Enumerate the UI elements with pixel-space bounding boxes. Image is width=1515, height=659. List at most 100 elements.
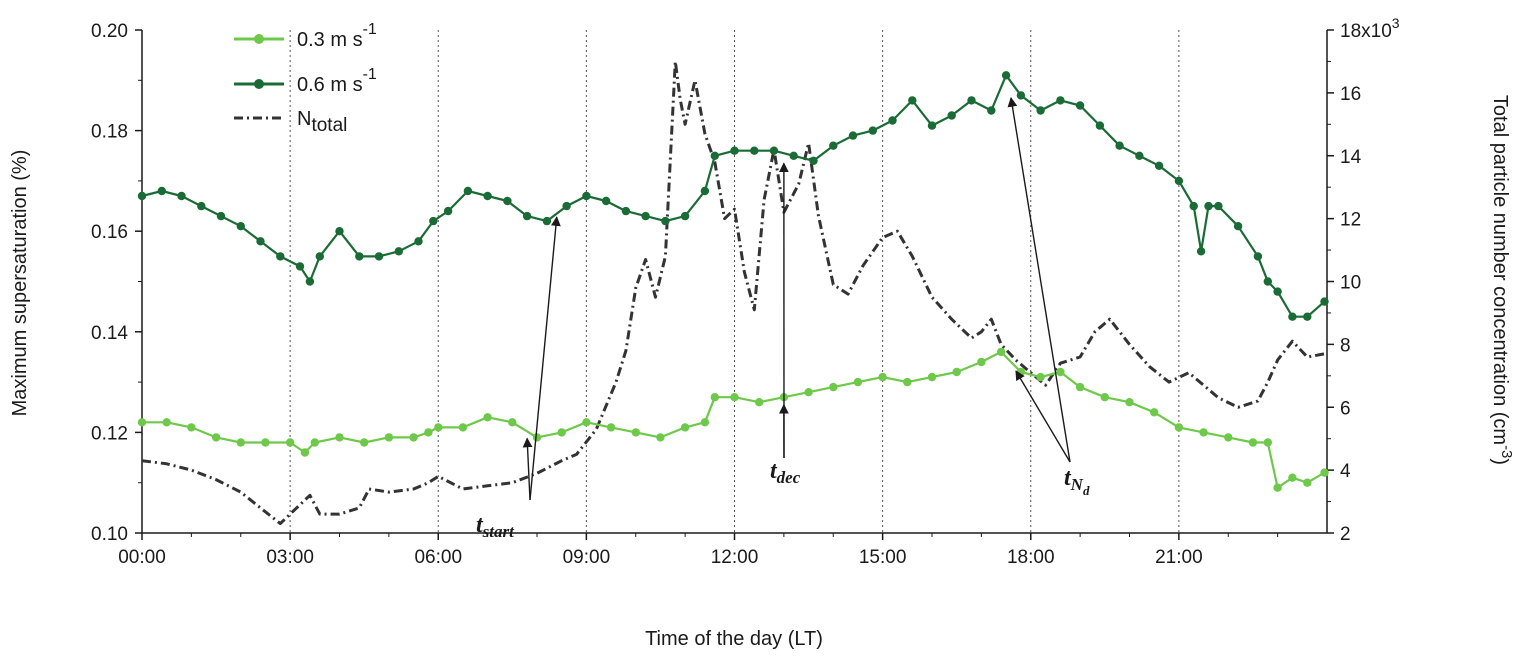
x-axis-label: Time of the day (LT) [645, 628, 823, 650]
series-0-3-point [804, 388, 813, 397]
series-0-6-point [789, 151, 798, 160]
series-0-3-point [1056, 367, 1065, 377]
series-0-6-point [295, 262, 305, 271]
series-0-6-point [582, 191, 591, 201]
y-right-tick-label: 10 [1340, 273, 1361, 294]
series-0-3-point [1224, 433, 1233, 442]
series-0-6-point [1189, 201, 1198, 211]
series-0-6-point [1016, 91, 1026, 100]
series-0-6-point [483, 191, 492, 201]
series-0-6-point [463, 186, 473, 196]
y-left-tick-label: 0.14 [91, 323, 128, 344]
series-0-3-point [557, 428, 566, 437]
series-0-3-line [142, 350, 1326, 489]
y-right-tick-label: 14 [1340, 147, 1362, 168]
series-0-6-point [414, 237, 423, 246]
series-0-3-point [335, 433, 344, 442]
series-0-3-point [162, 418, 171, 427]
y-right-tick-label: 12 [1340, 210, 1361, 231]
annotation-label: tdec [770, 458, 801, 487]
series-0-3-point [853, 377, 863, 387]
y-right-tick-label: 18x103 [1340, 15, 1400, 42]
y-right-tick-label: 4 [1340, 461, 1351, 482]
legend-label-ntotal-text: N [297, 108, 311, 130]
annotation-label-sub: start [482, 522, 515, 541]
x-tick-label: 21:00 [1155, 547, 1203, 568]
series-0-6-point [374, 252, 384, 261]
annotation-label: tstart [476, 512, 515, 541]
legend-marker-06 [254, 79, 264, 89]
y-right-tick-label: 2 [1340, 524, 1351, 545]
series-0-6-line [141, 74, 1326, 318]
series-0-3-point [952, 367, 961, 377]
y-right-tick-label-sup: 3 [1392, 15, 1400, 31]
series-0-6-point [888, 116, 897, 125]
series-0-6-point [305, 277, 315, 286]
series-0-3-point [1288, 473, 1297, 482]
series-0-6-point [197, 201, 206, 211]
annotation-label-sub: dec [777, 468, 801, 487]
series-0-3-point [300, 448, 310, 457]
series-0-6-point [1273, 287, 1282, 296]
series-0-6-point [443, 206, 453, 216]
series-0-3-point [1036, 372, 1045, 382]
series-0-6-point [1095, 121, 1105, 130]
series-0-3-point [384, 433, 394, 442]
y-right-axis-label-close: ) [1489, 458, 1511, 465]
y-right-axis-label-sup: -3 [1498, 445, 1515, 458]
x-tick-label: 15:00 [859, 547, 907, 568]
series-0-6-point [1036, 106, 1045, 115]
annotation-label: tNd [1064, 465, 1090, 498]
y-right-tick-label: 16 [1340, 84, 1361, 105]
series-0-6-point [503, 196, 512, 206]
series-0-3-point [1174, 423, 1184, 432]
series-0-3-point [236, 438, 245, 447]
annotation-label-main: t [476, 512, 484, 538]
series-0-6-point [216, 211, 226, 221]
legend: 0.3 m s-1 0.6 m s-1 Ntotal [234, 21, 377, 136]
y-left-tick-label: 0.12 [91, 423, 128, 444]
series-0-3-point [730, 393, 739, 402]
series-0-6-point [157, 186, 166, 196]
series-0-3-point [211, 433, 221, 442]
series-0-6-point [1263, 277, 1273, 286]
series-0-3-point [434, 423, 443, 432]
x-tick-label: 18:00 [1007, 547, 1055, 568]
series-0-3-point [680, 423, 690, 432]
series-0-6-point [1196, 247, 1206, 256]
x-tick-label: 00:00 [118, 547, 166, 568]
series-0-6-point [661, 216, 670, 226]
series-0-3-point [606, 423, 616, 432]
legend-label-03-text: 0.3 m s [297, 29, 363, 51]
series-0-3-point [310, 438, 319, 447]
annotation-label-main: t [770, 458, 778, 484]
series-0-6-point [335, 227, 344, 236]
series-0-6-point [750, 146, 759, 155]
legend-label-ntotal-sub: total [311, 115, 347, 136]
y-left-axis-label: Maximum supersaturation (%) [9, 150, 31, 417]
x-tick-label: 06:00 [414, 547, 462, 568]
series-0-6-point [1233, 222, 1243, 231]
series-0-3-point [424, 428, 433, 437]
series-0-6-point [621, 206, 631, 216]
legend-label-03: 0.3 m s-1 [297, 21, 377, 51]
series-0-3-point [1263, 438, 1273, 447]
series-0-6-point [1253, 252, 1263, 261]
annotation-arrow [1007, 96, 1071, 463]
legend-label-ntotal: Ntotal [297, 108, 347, 136]
series-0-6-point [1303, 312, 1312, 321]
series-0-6-point [177, 191, 186, 201]
series-0-3-point [409, 433, 418, 442]
series-0-6-point [429, 216, 438, 226]
series-0-6-point [848, 131, 858, 140]
legend-label-06-text: 0.6 m s [297, 74, 363, 96]
series-0-6-point [1204, 201, 1213, 211]
x-tick-label: 03:00 [266, 547, 314, 568]
series-0-3-point [1150, 408, 1159, 417]
series-0-6-point [522, 211, 532, 221]
y-left-tick-label: 0.16 [91, 222, 128, 243]
tick-labels: 00:00 03:00 06:00 09:00 12:00 15:00 18:00 21:00… [91, 15, 1400, 568]
series-0-3-point [1303, 478, 1312, 487]
series-0-6-point [1214, 201, 1223, 211]
